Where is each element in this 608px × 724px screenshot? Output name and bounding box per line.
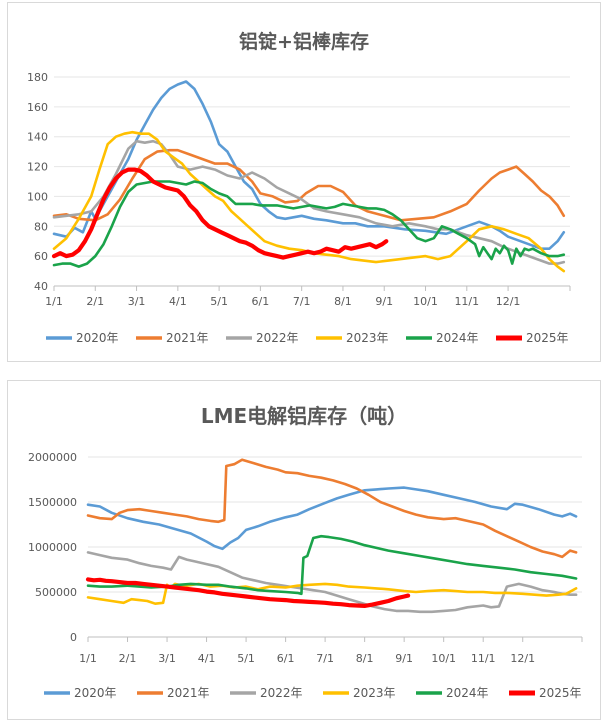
y-tick-label: 0 xyxy=(70,631,77,644)
x-tick-label: 11/1 xyxy=(471,652,496,665)
chart-panel-aluminum-ingot-bar: 铝锭+铝棒库存 40 60 80 100 120 140 160 180 1/1 2/1 3/1 4/1… xyxy=(7,2,601,362)
x-tick-label: 5/1 xyxy=(210,295,228,308)
legend-entry: 2022年 xyxy=(256,331,299,345)
y-tick-label: 100 xyxy=(27,190,48,203)
legend-entry: 2025年 xyxy=(526,331,569,345)
series-line-2025 xyxy=(85,577,411,608)
y-tick-label: 140 xyxy=(27,131,48,144)
y-tick-label: 180 xyxy=(27,71,48,84)
y-tick-label: 1000000 xyxy=(28,541,77,554)
x-tick-label: 5/1 xyxy=(237,652,255,665)
chart-lme-aluminum: LME电解铝库存（吨） 0 500000 1000000 1500000 2000000 1… xyxy=(28,404,583,700)
legend-entry: 2022年 xyxy=(260,686,303,700)
series-line-2023 xyxy=(52,130,566,273)
x-tick-label: 6/1 xyxy=(252,295,270,308)
x-tick-label: 11/1 xyxy=(454,295,479,308)
x-tick-label: 4/1 xyxy=(198,652,216,665)
x-tick-label: 1/1 xyxy=(45,295,63,308)
x-tick-label: 8/1 xyxy=(356,652,374,665)
series-line-2020 xyxy=(86,486,578,551)
x-tick-label: 6/1 xyxy=(277,652,295,665)
series-line-2022 xyxy=(52,139,566,265)
x-tick-label: 3/1 xyxy=(128,295,146,308)
legend-entry: 2024年 xyxy=(446,686,489,700)
legend-entry: 2025年 xyxy=(539,686,582,700)
y-tick-label: 40 xyxy=(34,280,48,293)
x-tick-label: 7/1 xyxy=(293,295,311,308)
series-line-2021 xyxy=(52,148,566,222)
x-tick-label: 4/1 xyxy=(169,295,187,308)
x-tick-label: 1/1 xyxy=(79,652,97,665)
chart-panel-lme-aluminum: LME电解铝库存（吨） 0 500000 1000000 1500000 2000000 1… xyxy=(7,380,601,720)
x-tick-label: 12/1 xyxy=(496,295,521,308)
y-tick-label: 500000 xyxy=(35,586,77,599)
chart-title: 铝锭+铝棒库存 xyxy=(239,30,369,53)
x-tick-label: 2/1 xyxy=(86,295,104,308)
y-tick-label: 1500000 xyxy=(28,496,77,509)
y-tick-label: 160 xyxy=(27,101,48,114)
chart-title: LME电解铝库存（吨） xyxy=(201,404,407,428)
chart-aluminum-ingot-bar: 铝锭+铝棒库存 40 60 80 100 120 140 160 180 1/1 2/1 3/1 4/1… xyxy=(27,30,571,345)
legend-entry: 2023年 xyxy=(353,686,396,700)
legend-entry: 2024年 xyxy=(436,331,479,345)
series-line-2020 xyxy=(52,80,566,250)
series-line-2023 xyxy=(86,582,578,605)
legend-entry: 2021年 xyxy=(167,686,210,700)
x-tick-label: 10/1 xyxy=(431,652,456,665)
legend-entry: 2021年 xyxy=(166,331,209,345)
series-line-2025 xyxy=(51,167,389,260)
x-tick-label: 12/1 xyxy=(510,652,535,665)
legend-entry: 2020年 xyxy=(76,331,119,345)
x-tick-label: 10/1 xyxy=(413,295,438,308)
x-tick-label: 7/1 xyxy=(316,652,334,665)
series-line-2024 xyxy=(52,180,566,268)
y-tick-label: 80 xyxy=(34,220,48,233)
x-tick-label: 9/1 xyxy=(395,652,413,665)
y-tick-label: 120 xyxy=(27,161,48,174)
series-line-2021 xyxy=(86,458,578,559)
legend-entry: 2023年 xyxy=(346,331,389,345)
y-tick-label: 2000000 xyxy=(28,451,77,464)
x-tick-label: 2/1 xyxy=(119,652,137,665)
y-tick-label: 60 xyxy=(34,250,48,263)
x-tick-label: 9/1 xyxy=(375,295,393,308)
x-tick-label: 8/1 xyxy=(334,295,352,308)
x-tick-label: 3/1 xyxy=(158,652,176,665)
legend-entry: 2020年 xyxy=(74,686,117,700)
